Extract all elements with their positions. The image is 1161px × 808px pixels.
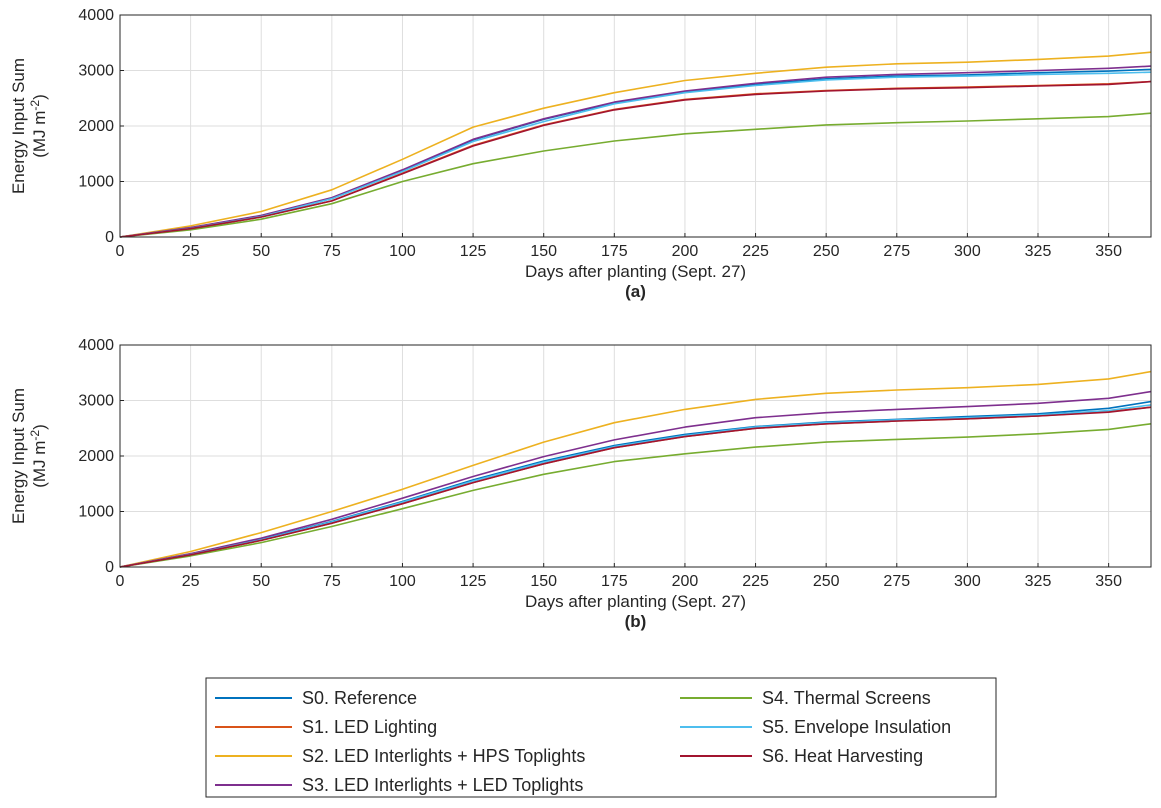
- chart1-x-tick-label: 75: [323, 243, 341, 260]
- chart2-y-axis-label: Energy Input Sum: [9, 388, 28, 524]
- chart2-y-axis-unit: (MJ m-2): [28, 424, 49, 488]
- chart1-y-tick-label: 1000: [78, 174, 114, 191]
- chart1-y-axis-unit: (MJ m-2): [28, 94, 49, 158]
- chart1-x-tick-label: 100: [389, 243, 416, 260]
- chart2-x-tick-label: 75: [323, 573, 341, 590]
- chart2-x-axis-label: Days after planting (Sept. 27): [525, 592, 746, 611]
- chart1-series-line-2: [119, 51, 1152, 238]
- chart1-y-axis-label: Energy Input Sum: [9, 58, 28, 194]
- chart1-x-tick-label: 250: [813, 243, 840, 260]
- chart2-x-tick-label: 175: [601, 573, 628, 590]
- chart1-y-tick-label: 0: [105, 229, 114, 246]
- legend: S0. Reference S1. LED Lighting S2. LED Int…: [205, 677, 997, 798]
- chart2-series-line-5: [119, 404, 1152, 568]
- chart1-y-tick-label: 2000: [78, 118, 114, 135]
- chart1-series-line-4: [119, 112, 1152, 238]
- chart1-x-tick-label: 225: [742, 243, 769, 260]
- chart2-x-tick-label: 225: [742, 573, 769, 590]
- chart2-y-tick-label: 1000: [78, 504, 114, 521]
- chart2-y-tick-label: 4000: [78, 337, 114, 354]
- chart1-x-axis-label: Days after planting (Sept. 27): [525, 262, 746, 281]
- chart-panel-b: 0 25 50 75 100 125 150 175 200 225 250 275 300 325 350…: [9, 337, 1152, 631]
- chart1-y-tick-label: 3000: [78, 63, 114, 80]
- chart-panel-a: 0 25 50 75 100 125 150 175 200 225 250 275 300 325 350…: [9, 7, 1152, 301]
- legend-box: [205, 677, 997, 798]
- chart2-x-tick-label: 125: [460, 573, 487, 590]
- chart1-x-tick-label: 275: [883, 243, 910, 260]
- chart2-series-line-2: [119, 370, 1152, 568]
- chart2-series-line-3: [119, 390, 1152, 568]
- chart1-x-tick-label: 0: [116, 243, 125, 260]
- chart1-x-tick-label: 50: [252, 243, 270, 260]
- chart2-y-tick-label: 2000: [78, 448, 114, 465]
- chart2-x-tick-label: 300: [954, 573, 981, 590]
- chart1-x-tick-label: 175: [601, 243, 628, 260]
- chart2-x-tick-label: 200: [672, 573, 699, 590]
- chart2-x-tick-label: 325: [1025, 573, 1052, 590]
- legend-entry-label: S4. Thermal Screens: [762, 688, 931, 708]
- chart1-panel-label: (a): [625, 282, 646, 301]
- chart2-x-tick-label: 350: [1095, 573, 1122, 590]
- chart2-panel-label: (b): [625, 612, 647, 631]
- legend-entry-label: S3. LED Interlights + LED Toplights: [302, 775, 583, 795]
- chart1-series-line-5: [119, 71, 1152, 238]
- chart2-y-tick-label: 0: [105, 559, 114, 576]
- chart1-x-tick-label: 125: [460, 243, 487, 260]
- legend-entry-label: S6. Heat Harvesting: [762, 746, 923, 766]
- legend-entry-label: S2. LED Interlights + HPS Toplights: [302, 746, 585, 766]
- chart1-series-line-6: [119, 80, 1152, 238]
- chart2-x-tick-label: 100: [389, 573, 416, 590]
- chart2-x-tick-label: 25: [182, 573, 200, 590]
- chart2-x-tick-label: 250: [813, 573, 840, 590]
- chart2-y-tick-label: 3000: [78, 393, 114, 410]
- legend-entry-label: S1. LED Lighting: [302, 717, 437, 737]
- chart1-x-tick-label: 150: [530, 243, 557, 260]
- chart1-y-tick-label: 4000: [78, 7, 114, 24]
- chart2-x-tick-label: 150: [530, 573, 557, 590]
- legend-entry-label: S5. Envelope Insulation: [762, 717, 951, 737]
- chart2-series-line-6: [119, 406, 1152, 568]
- chart2-x-tick-label: 0: [116, 573, 125, 590]
- chart1-x-tick-label: 325: [1025, 243, 1052, 260]
- chart2-x-tick-label: 275: [883, 573, 910, 590]
- chart1-x-tick-label: 200: [672, 243, 699, 260]
- chart2-x-tick-label: 50: [252, 573, 270, 590]
- chart1-x-tick-label: 300: [954, 243, 981, 260]
- chart2-series-line-4: [119, 423, 1152, 568]
- chart1-x-tick-label: 25: [182, 243, 200, 260]
- chart1-series-line-3: [119, 65, 1152, 238]
- chart1-x-tick-label: 350: [1095, 243, 1122, 260]
- legend-entry-label: S0. Reference: [302, 688, 417, 708]
